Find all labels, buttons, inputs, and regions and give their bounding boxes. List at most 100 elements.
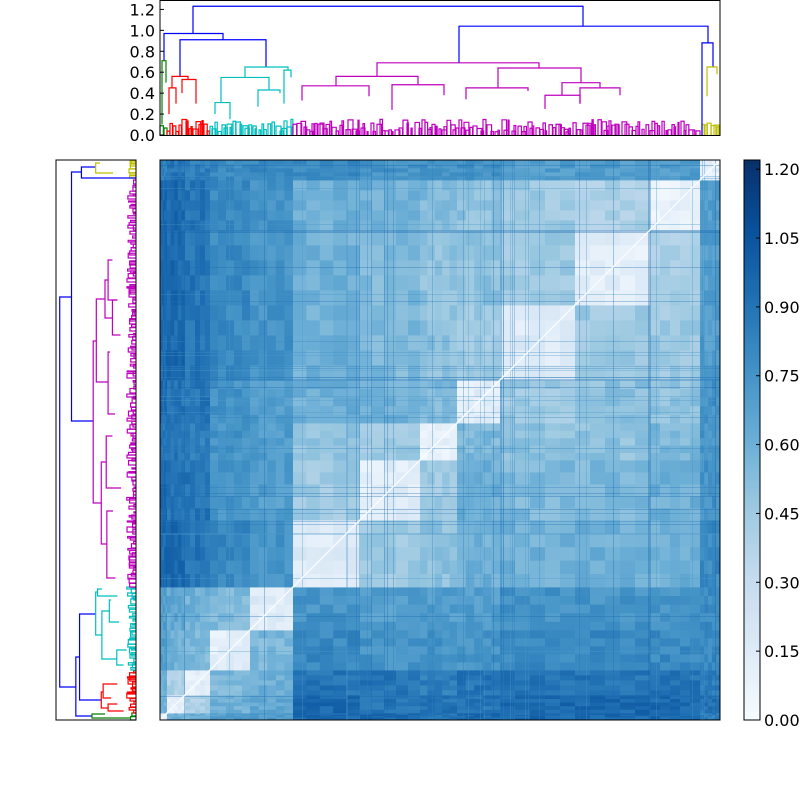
- heatmap-cell: [560, 638, 576, 647]
- heatmap-cell: [712, 621, 717, 631]
- heatmap-cell: [474, 621, 484, 631]
- heatmap-cell: [360, 670, 373, 676]
- heatmap-cell: [234, 160, 243, 165]
- heatmap-cell: [500, 437, 516, 446]
- heatmap-cell: [712, 200, 717, 211]
- heatmap-cell: [408, 380, 421, 389]
- heatmap-cell: [200, 430, 206, 439]
- heatmap-cell: [195, 430, 201, 439]
- heatmap-cell: [442, 200, 450, 211]
- heatmap-stripe: [384, 160, 385, 720]
- heatmap-cell: [396, 350, 409, 366]
- heatmap-cell: [167, 533, 171, 548]
- heatmap-cell: [670, 423, 681, 431]
- heatmap-cell: [346, 714, 361, 717]
- heatmap-cell: [346, 685, 361, 691]
- heatmap-cell: [360, 164, 373, 169]
- heatmap-cell: [515, 245, 531, 261]
- heatmap-cell: [185, 662, 191, 671]
- heatmap-cell: [200, 698, 206, 703]
- heatmap-cell: [545, 260, 561, 276]
- heatmap-cell: [205, 662, 211, 671]
- heatmap-cell: [500, 260, 516, 276]
- heatmap-cell: [650, 698, 661, 703]
- heatmap-cell: [635, 220, 651, 231]
- heatmap-cell: [530, 430, 546, 439]
- heatmap-cell: [465, 160, 475, 165]
- heatmap-cell: [670, 604, 681, 614]
- heatmap-cell: [284, 496, 294, 509]
- heatmap-cell: [716, 423, 721, 431]
- heatmap-cell: [218, 414, 227, 424]
- heatmap-cell: [242, 452, 251, 461]
- heatmap-cell: [420, 365, 428, 381]
- heatmap-cell: [408, 638, 421, 647]
- heatmap-cell: [605, 484, 621, 497]
- heatmap-cell: [210, 715, 219, 718]
- dendrogram-leaf-link: [673, 126, 677, 135]
- heatmap-cell: [680, 452, 691, 461]
- heatmap-cell: [162, 713, 165, 715]
- heatmap-cell: [716, 714, 721, 717]
- heatmap-cell: [267, 380, 277, 389]
- heatmap-cell: [319, 230, 334, 246]
- heatmap-cell: [200, 714, 206, 717]
- heatmap-stripe: [264, 160, 265, 720]
- heatmap-cell: [427, 260, 436, 276]
- heatmap-cell: [500, 472, 516, 485]
- heatmap-cell: [161, 654, 164, 663]
- dendrogram-leaf-link: [438, 128, 442, 135]
- colorbar-segment: [744, 436, 760, 441]
- heatmap-cell: [605, 533, 621, 548]
- heatmap-cell: [205, 595, 211, 605]
- heatmap-cell: [306, 508, 321, 521]
- heatmap-cell: [620, 320, 636, 336]
- heatmap-cell: [635, 350, 651, 366]
- heatmap-cell: [396, 604, 409, 614]
- heatmap-cell: [205, 445, 211, 453]
- heatmap-cell: [716, 388, 721, 398]
- heatmap-cell: [545, 200, 561, 211]
- heatmap-cell: [605, 445, 621, 453]
- heatmap-cell: [427, 630, 436, 639]
- heatmap-stripe: [356, 160, 357, 720]
- dendrogram-leaf-link: [127, 547, 136, 551]
- heatmap-cell: [712, 484, 717, 497]
- dendrogram-link: [59, 296, 76, 688]
- colorbar-segment: [744, 372, 760, 377]
- heatmap-cell: [372, 646, 385, 655]
- heatmap-cell: [474, 680, 484, 686]
- heatmap-cell: [690, 520, 701, 534]
- heatmap-cell: [205, 200, 211, 211]
- heatmap-cell: [190, 690, 196, 696]
- heatmap-cell: [161, 445, 164, 453]
- heatmap-cell: [396, 437, 409, 446]
- heatmap-cell: [545, 508, 561, 521]
- heatmap-cell: [250, 405, 259, 415]
- heatmap-cell: [704, 445, 709, 453]
- heatmap-cell: [293, 680, 307, 686]
- dendrogram-leaf-link: [476, 127, 483, 135]
- heatmap-cell: [396, 546, 409, 561]
- heatmap-cell: [474, 662, 484, 671]
- heatmap-cell: [177, 717, 182, 719]
- heatmap-cell: [434, 168, 443, 173]
- heatmap-cell: [465, 472, 475, 485]
- heatmap-cell: [205, 508, 211, 521]
- heatmap-cell: [700, 595, 705, 605]
- heatmap-cell: [491, 430, 501, 439]
- heatmap-cell: [716, 405, 721, 415]
- colorbar-segment: [744, 308, 760, 313]
- heatmap-cell: [712, 662, 717, 671]
- heatmap-cell: [482, 414, 492, 424]
- heatmap-cell: [384, 397, 397, 407]
- heatmap-cell: [160, 365, 162, 381]
- heatmap-stripe: [160, 387, 720, 388]
- heatmap-cell: [700, 685, 705, 691]
- heatmap-cell: [434, 452, 443, 461]
- dendrogram-leaf-link: [552, 127, 556, 135]
- heatmap-cell: [333, 290, 347, 306]
- heatmap-cell: [457, 220, 466, 231]
- heatmap-cell: [250, 180, 259, 191]
- heatmap-cell: [530, 675, 546, 681]
